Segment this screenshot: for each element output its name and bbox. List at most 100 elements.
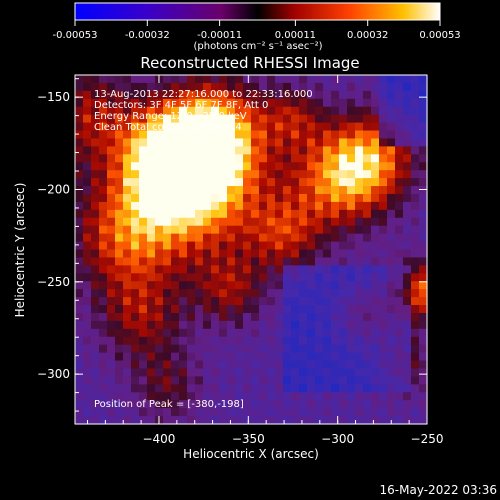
heatmap-cell (219, 90, 228, 100)
heatmap-cell (339, 392, 348, 401)
heatmap-cell (91, 384, 100, 393)
heatmap-cell (387, 193, 396, 203)
heatmap-cell (251, 217, 260, 227)
heatmap-cell (283, 186, 292, 195)
heatmap-cell (355, 344, 364, 354)
heatmap-cell (171, 217, 180, 227)
heatmap-cell (403, 122, 412, 132)
heatmap-cell (347, 193, 356, 203)
heatmap-cell (243, 289, 252, 298)
heatmap-cell (123, 281, 132, 290)
heatmap-cell (235, 360, 244, 370)
heatmap-cell (411, 170, 420, 179)
heatmap-cell (211, 281, 220, 290)
heatmap-cell (227, 138, 236, 147)
heatmap-cell (163, 114, 172, 124)
heatmap-cell (235, 289, 244, 298)
heatmap-cell (403, 106, 412, 116)
heatmap-cell (235, 352, 244, 362)
heatmap-cell (163, 186, 172, 195)
heatmap-cell (243, 98, 252, 108)
heatmap-cell (355, 233, 364, 243)
heatmap-cell (147, 281, 156, 290)
heatmap-cell (315, 257, 324, 266)
colorbar-units: (photons cm⁻² s⁻¹ asec⁻²) (193, 41, 322, 52)
heatmap-cell (75, 328, 84, 338)
heatmap-cell (195, 305, 204, 314)
heatmap-cell (379, 82, 388, 92)
heatmap-cell (419, 241, 428, 251)
heatmap-cell (171, 352, 180, 362)
heatmap-cell (219, 392, 228, 401)
heatmap-cell (123, 162, 132, 171)
heatmap-cell (163, 376, 172, 385)
heatmap-cell (411, 368, 420, 378)
heatmap-cell (211, 408, 220, 417)
heatmap-cell (411, 320, 420, 330)
heatmap-cell (275, 360, 284, 370)
heatmap-cell (195, 114, 204, 124)
heatmap-cell (411, 281, 420, 290)
heatmap-cell (371, 408, 380, 417)
heatmap-cell (187, 352, 196, 362)
heatmap-cell (131, 154, 140, 163)
heatmap-cell (387, 400, 396, 409)
heatmap-cell (347, 154, 356, 163)
heatmap-cell (147, 289, 156, 298)
heatmap-cell (187, 312, 196, 322)
heatmap-cell (387, 225, 396, 235)
heatmap-cell (379, 305, 388, 314)
heatmap-cell (131, 146, 140, 155)
heatmap-cell (187, 241, 196, 251)
heatmap-cell (99, 344, 108, 354)
heatmap-cell (107, 368, 116, 378)
heatmap-cell (99, 225, 108, 235)
heatmap-cell (307, 225, 316, 235)
heatmap-cell (187, 114, 196, 124)
heatmap-cell (339, 265, 348, 274)
heatmap-cell (235, 114, 244, 124)
heatmap-cell (259, 328, 268, 338)
heatmap-cell (171, 98, 180, 108)
heatmap-cell (75, 297, 84, 306)
heatmap-cell (283, 75, 292, 84)
heatmap-cell (115, 241, 124, 251)
heatmap-cell (347, 281, 356, 290)
heatmap-cell (267, 217, 276, 227)
heatmap-cell (227, 122, 236, 132)
heatmap-cell (339, 98, 348, 108)
heatmap-cell (227, 154, 236, 163)
heatmap-cell (171, 114, 180, 124)
heatmap-cell (75, 201, 84, 211)
heatmap-cell (267, 273, 276, 282)
heatmap-cell (267, 400, 276, 409)
heatmap-cell (275, 122, 284, 132)
heatmap-cell (339, 130, 348, 140)
heatmap-cell (395, 360, 404, 370)
heatmap-cell (251, 162, 260, 171)
heatmap-cell (379, 98, 388, 108)
heatmap-cell (139, 408, 148, 417)
heatmap-cell (83, 400, 92, 409)
heatmap-cell (395, 297, 404, 306)
heatmap-cell (219, 138, 228, 147)
heatmap-cell (155, 352, 164, 362)
heatmap-cell (187, 344, 196, 354)
heatmap-cell (171, 209, 180, 219)
heatmap-cell (299, 186, 308, 195)
heatmap-cell (291, 209, 300, 219)
heatmap-cell (123, 225, 132, 235)
heatmap-cell (355, 122, 364, 132)
heatmap-cell (91, 217, 100, 227)
heatmap-cell (131, 217, 140, 227)
heatmap-cell (171, 281, 180, 290)
heatmap-cell (179, 193, 188, 203)
heatmap-cell (275, 352, 284, 362)
heatmap-cell (203, 98, 212, 108)
heatmap-cell (83, 209, 92, 219)
heatmap-cell (123, 170, 132, 179)
heatmap-cell (123, 178, 132, 187)
heatmap-cell (363, 130, 372, 140)
heatmap-cell (91, 201, 100, 211)
